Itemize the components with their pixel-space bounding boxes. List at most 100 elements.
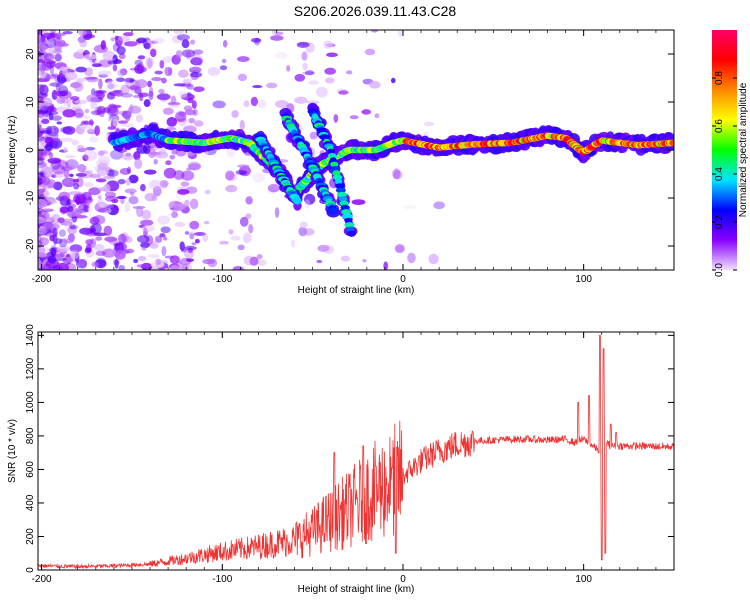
spectrogram-noise-cell (122, 153, 134, 161)
spectrogram-noise-cell (99, 150, 108, 155)
y-tick-label: 200 (25, 528, 36, 545)
spectrogram-noise-cell (117, 179, 126, 185)
spectrogram-noise-cell (59, 137, 74, 143)
spectrogram-noise-cell (176, 34, 190, 41)
spectrogram-noise-cell (302, 62, 308, 71)
spectrogram-noise-cell (178, 69, 189, 78)
spectrogram-noise-cell (175, 50, 183, 58)
spectrogram-noise-cell (106, 92, 116, 100)
spectrogram-noise-cell (154, 70, 163, 75)
spectrogram-noise-cell (129, 192, 135, 196)
spectrogram-noise-cell (174, 203, 187, 210)
spectrogram-noise-cell (236, 56, 250, 63)
spectrogram-noise-cell (154, 235, 163, 244)
spectrogram-noise-cell (86, 76, 99, 83)
spectrogram-noise-cell (136, 37, 147, 44)
spectrogram-noise-cell (243, 255, 256, 266)
spectrogram-noise-cell (154, 151, 169, 159)
spectrogram-noise-cell (115, 36, 123, 47)
spectrogram-ridge-cell (346, 226, 355, 232)
spectrogram-noise-cell (333, 114, 339, 123)
spectrogram-noise-cell (47, 157, 62, 164)
spectrogram-noise-cell (52, 227, 58, 239)
spectrogram-noise-cell (308, 80, 320, 85)
spectrogram-noise-cell (168, 104, 181, 108)
spectrogram-noise-cell (159, 59, 165, 69)
spectrogram-noise-cell (129, 79, 134, 83)
spectrogram-noise-cell (130, 41, 136, 46)
spectrogram-noise-cell (301, 51, 308, 61)
spectrogram-noise-cell (325, 77, 335, 84)
spectrogram-ridge-cell (330, 161, 339, 168)
spectrogram-noise-cell (171, 210, 178, 218)
spectrogram-noise-cell (62, 126, 76, 135)
spectrogram-ridge-cell (335, 187, 346, 194)
spectrogram-noise-cell (274, 100, 289, 109)
spectrogram-noise-cell (44, 58, 51, 62)
spectrogram-noise-cell (106, 106, 119, 117)
spectrogram-noise-cell (56, 121, 63, 125)
spectrogram-noise-cell (152, 37, 165, 44)
spectrogram-noise-cell (57, 42, 69, 47)
spectrogram-noise-cell (193, 232, 206, 236)
spectrogram-noise-cell (84, 108, 90, 114)
spectrogram-noise-cell (85, 239, 94, 245)
spectrogram-noise-cell (148, 86, 154, 98)
spectrogram-noise-cell (237, 164, 250, 168)
spectrogram-noise-cell (73, 182, 80, 190)
spectrogram-noise-cell (303, 228, 315, 236)
spectrogram-noise-cell (78, 201, 87, 205)
spectrogram-noise-cell (87, 128, 95, 133)
spectrogram-noise-cell (77, 164, 87, 173)
spectrogram-noise-cell (102, 248, 116, 258)
spectrogram-noise-cell (270, 35, 284, 41)
spectrogram-noise-cell (66, 98, 72, 109)
spectrogram-noise-cell (309, 131, 318, 140)
spectrogram-noise-cell (75, 66, 87, 73)
spectrogram-noise-cell (143, 169, 157, 175)
spectrogram-noise-cell (204, 189, 211, 195)
spectrogram-noise-cell (48, 43, 55, 54)
spectrogram-noise-cell (189, 72, 203, 78)
spectrogram-noise-cell (52, 164, 66, 175)
spectrogram-noise-cell (61, 218, 74, 222)
spectrogram-noise-cell (122, 32, 134, 37)
x-tick-label: -100 (212, 274, 232, 285)
spectrogram-noise-cell (230, 235, 241, 241)
spectrogram-noise-cell (148, 179, 162, 190)
spectrogram-noise-cell (106, 118, 113, 122)
spectrogram-noise-cell (171, 205, 182, 210)
spectrogram-noise-cell (89, 173, 102, 179)
spectrogram-noise-cell (157, 215, 170, 225)
spectrogram-noise-cell (78, 204, 89, 210)
spectrogram-noise-cell (58, 238, 68, 248)
spectrogram-noise-cell (304, 193, 316, 205)
spectrogram-noise-cell (86, 94, 99, 103)
spectrogram-noise-cell (124, 248, 135, 254)
spectrogram-noise-cell (174, 221, 186, 227)
spectrogram-noise-cell (65, 238, 74, 244)
spectrogram-noise-cell (222, 40, 228, 48)
spectrogram-noise-cell (129, 85, 140, 91)
spectrogram-noise-cell (148, 90, 154, 101)
spectrogram-noise-cell (189, 230, 196, 234)
spectrogram-noise-cell (44, 136, 54, 145)
spectrogram-ridge-cell (347, 230, 357, 237)
y-tick-label: -20 (25, 238, 36, 253)
spectrogram-noise-cell (90, 223, 102, 235)
spectrogram-noise-cell (128, 174, 139, 184)
colorbar-tick-label: 0.6 (714, 119, 725, 133)
spectrogram-noise-cell (163, 167, 177, 179)
spectrogram-noise-cell (139, 92, 144, 102)
spectrogram-noise-cell (38, 118, 42, 130)
spectrogram-noise-cell (91, 63, 102, 68)
spectrogram-noise-cell (73, 51, 86, 60)
colorbar-ticks: 0.0 0.2 0.4 0.6 0.8 (712, 71, 737, 277)
spectrogram-ridge-cell (340, 204, 350, 211)
spectrogram-noise-cell (84, 115, 91, 120)
spectrogram-noise-cell (116, 195, 127, 200)
spectrogram-noise-cell (69, 173, 74, 177)
